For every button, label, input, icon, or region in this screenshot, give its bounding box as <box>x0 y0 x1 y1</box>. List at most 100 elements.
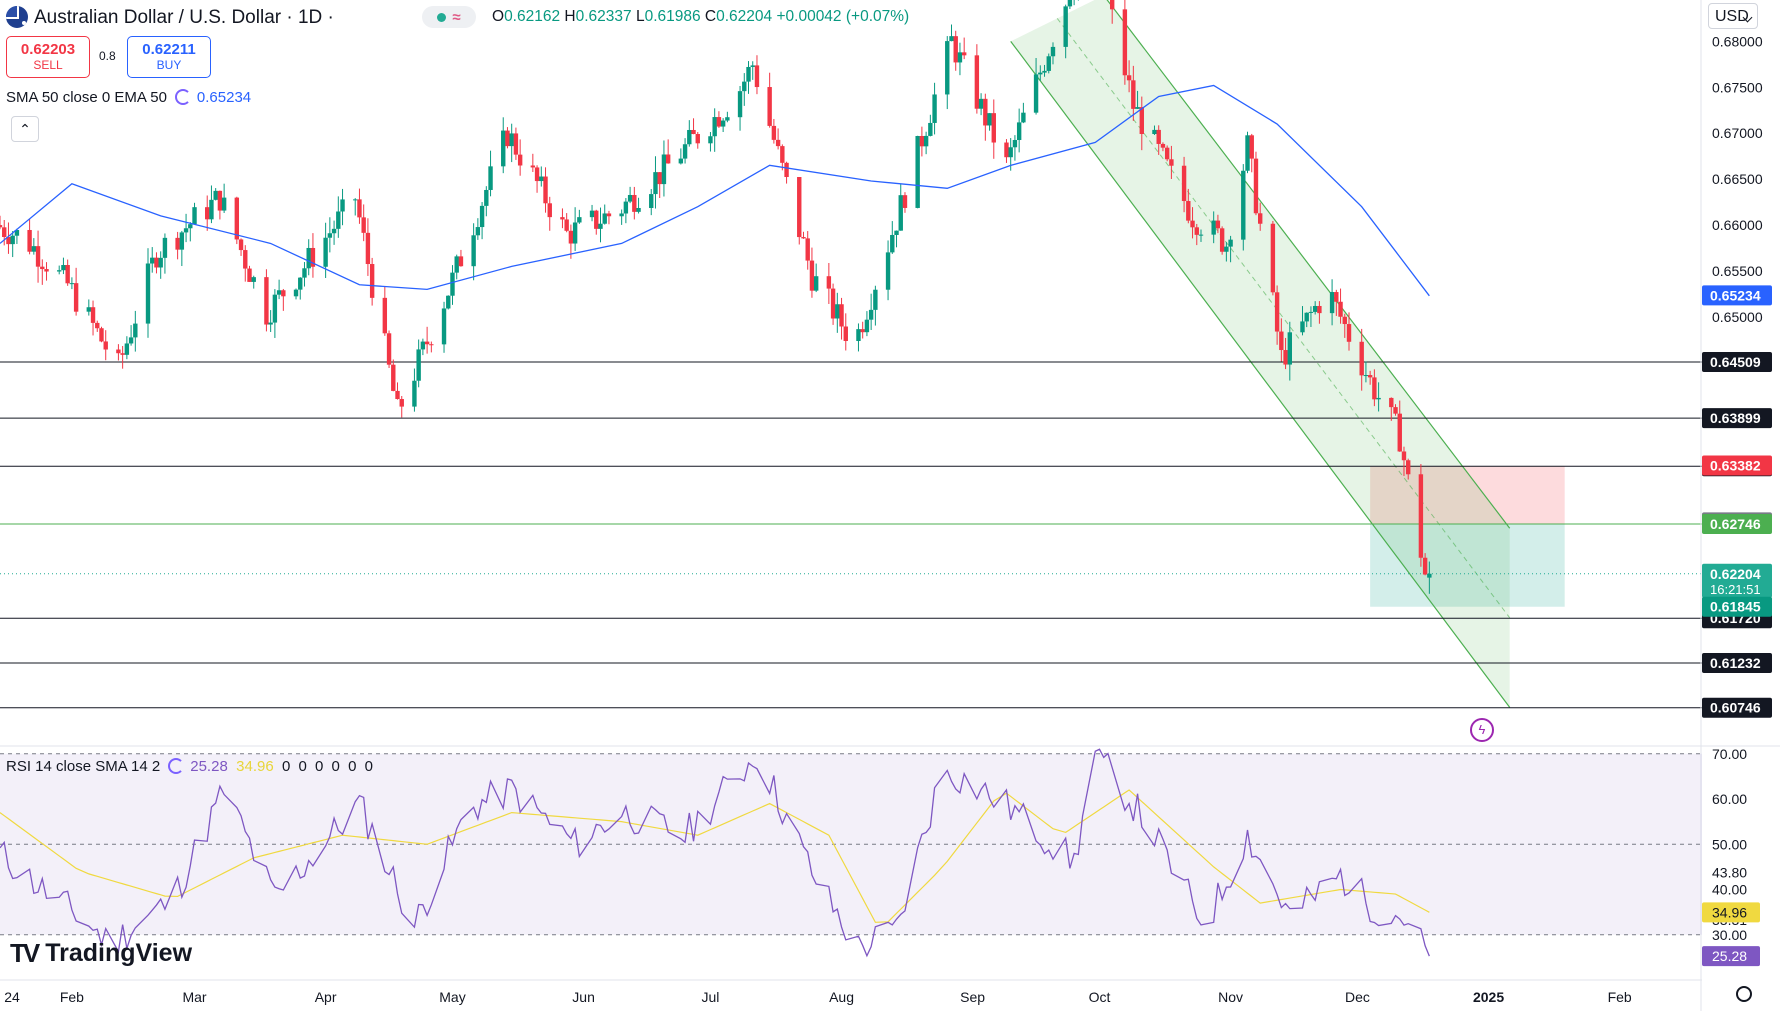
market-status-pill[interactable]: ≈ <box>422 6 476 28</box>
candle-body <box>826 276 832 289</box>
candle-body <box>894 230 899 235</box>
rsi-line <box>0 748 1430 958</box>
rsi-refresh-icon[interactable] <box>168 758 185 774</box>
candle-body <box>479 205 485 228</box>
candle-165 <box>974 44 980 114</box>
candle-body <box>1126 75 1132 81</box>
candle-body <box>327 233 333 238</box>
buy-button[interactable]: 0.62211 BUY <box>127 36 211 78</box>
rsi-badge-text: 25.28 <box>1712 948 1747 964</box>
candle-body <box>1376 397 1381 400</box>
candle-79 <box>458 249 464 267</box>
candle-body <box>99 328 104 342</box>
candle-139 <box>813 263 819 293</box>
time-tick-label: Aug <box>829 989 854 1005</box>
candle-155 <box>915 135 920 209</box>
candle-221 <box>1304 312 1309 328</box>
sell-button[interactable]: 0.62203 SELL <box>6 36 90 78</box>
candle-body <box>391 364 396 391</box>
candle-body <box>678 158 684 164</box>
rsi-legend-label: RSI 14 close SMA 14 2 <box>6 758 161 775</box>
candle-228 <box>1342 313 1347 338</box>
candle-body <box>44 269 49 272</box>
candle-body <box>665 154 671 164</box>
price-tick-label: 0.67000 <box>1712 125 1763 141</box>
level-badge-5 <box>1702 697 1772 718</box>
candle-body <box>395 390 400 400</box>
level-badge-text: 0.63899 <box>1710 410 1761 426</box>
candle-118 <box>691 118 696 135</box>
candle-13 <box>69 277 75 290</box>
candle-body <box>158 257 163 268</box>
candle-36 <box>209 185 214 224</box>
candle-152 <box>894 230 899 248</box>
candle-body <box>382 297 388 334</box>
candle-233 <box>1372 369 1377 407</box>
collapse-legend-button[interactable]: ⌃ <box>11 116 39 142</box>
candle-body <box>1338 301 1343 317</box>
lightning-icon[interactable]: ϟ <box>1470 718 1494 742</box>
refresh-icon[interactable] <box>174 89 191 105</box>
candle-body <box>1300 321 1305 333</box>
candle-158 <box>928 114 933 137</box>
candle-body <box>949 36 954 42</box>
candle-124 <box>725 111 730 123</box>
candle-181 <box>1067 0 1073 10</box>
candle-86 <box>505 127 510 149</box>
candle-body <box>276 290 282 295</box>
symbol-title[interactable]: Australian Dollar / U.S. Dollar · 1D · <box>34 7 334 28</box>
tradingview-logo[interactable]: TV TradingView <box>10 938 192 969</box>
candle-27 <box>154 252 159 274</box>
rsi-badge-1 <box>1702 946 1760 967</box>
candle-body <box>606 213 612 217</box>
candle-body <box>1253 158 1259 214</box>
candle-body <box>213 190 218 200</box>
time-tick-label: Apr <box>315 989 337 1005</box>
candle-body <box>594 210 599 229</box>
candle-body <box>454 256 459 273</box>
candle-body <box>1283 350 1288 365</box>
candle-body <box>1050 46 1056 57</box>
candle-191 <box>1126 60 1132 93</box>
candle-115 <box>678 148 684 165</box>
level-badge-0 <box>1702 352 1772 373</box>
candle-0 <box>0 215 3 230</box>
candle-body <box>661 154 667 185</box>
candle-1 <box>2 220 7 246</box>
candle-159 <box>932 82 937 135</box>
candle-198 <box>1164 145 1170 162</box>
candle-body <box>336 211 341 229</box>
currency-selector[interactable]: USD <box>1708 3 1758 29</box>
candle-88 <box>513 127 519 160</box>
rsi-legend[interactable]: RSI 14 close SMA 14 2 25.28 34.96 0 0 0 0… <box>6 758 375 775</box>
candle-140 <box>826 262 832 304</box>
candle-172 <box>1012 135 1018 161</box>
time-tick-label: 2025 <box>1473 989 1504 1005</box>
ohlc-open: 0.62162 <box>504 8 561 25</box>
candle-117 <box>687 120 692 147</box>
candle-153 <box>898 184 903 231</box>
candle-81 <box>475 218 481 240</box>
candle-23 <box>128 325 134 346</box>
candle-231 <box>1363 361 1369 383</box>
candle-154 <box>902 192 908 213</box>
candle-body <box>1021 112 1026 123</box>
settings-gear-icon[interactable] <box>1736 986 1752 1002</box>
candle-body <box>416 349 421 381</box>
candle-241 <box>1422 553 1428 576</box>
candle-body <box>1012 140 1018 148</box>
candle-body <box>0 225 3 228</box>
candle-body <box>1270 223 1276 293</box>
candle-107 <box>627 186 633 204</box>
candle-176 <box>1038 65 1043 81</box>
candle-body <box>780 146 785 163</box>
short-position-reward-zone <box>1370 523 1565 607</box>
candle-body <box>424 341 430 345</box>
ma-legend[interactable]: SMA 50 close 0 EMA 50 0.65234 <box>6 89 251 106</box>
ohlc-readout: O0.62162 H0.62337 L0.61986 C0.62204 +0.0… <box>492 8 910 25</box>
candle-141 <box>830 283 836 325</box>
candle-20 <box>116 344 121 361</box>
candle-85 <box>501 117 506 174</box>
candle-body <box>1164 147 1170 160</box>
